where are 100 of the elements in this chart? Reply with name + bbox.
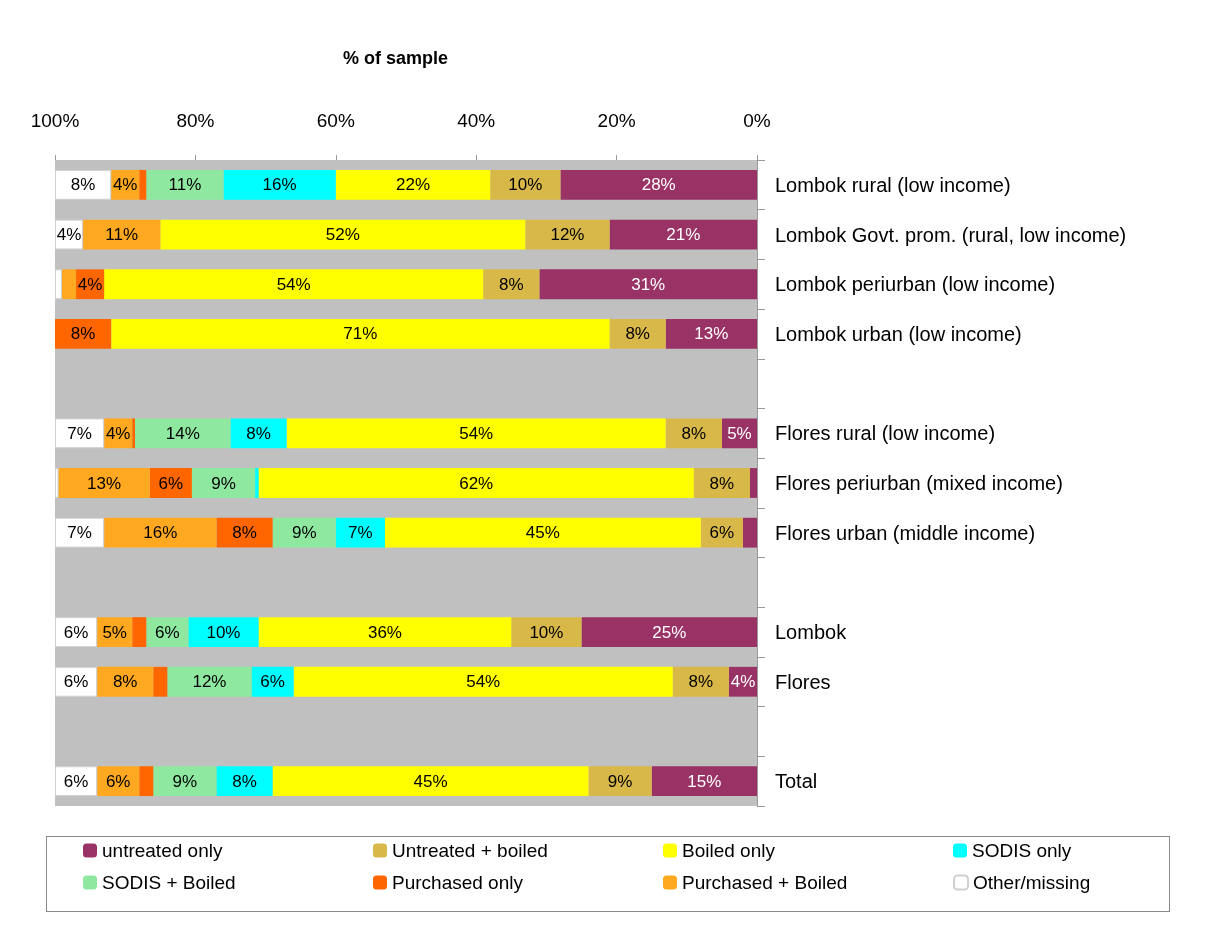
data-label: 6%: [709, 523, 735, 543]
data-label: 6%: [155, 622, 180, 642]
legend-label: Boiled only: [682, 840, 776, 861]
x-tick-label: 0%: [743, 110, 771, 131]
y-tick-label: Flores: [775, 670, 831, 693]
y-tick-label: Lombok periurban (low income): [775, 273, 1056, 296]
legend-label: SODIS only: [972, 840, 1072, 861]
data-label: 10%: [508, 175, 543, 195]
bar: [104, 517, 217, 548]
bar: [255, 468, 259, 498]
chart-title: % of sample: [343, 48, 449, 68]
bar: [539, 269, 757, 300]
bar: [191, 468, 256, 498]
bar: [560, 169, 757, 200]
data-label: 9%: [607, 771, 633, 791]
data-label: 15%: [687, 771, 722, 791]
bar: [384, 517, 701, 548]
data-label: 54%: [466, 672, 501, 692]
bar: [153, 666, 168, 697]
x-tick-label: 100%: [30, 110, 80, 131]
bar: [104, 269, 484, 300]
y-tick-label: Flores rural (low income): [775, 422, 996, 445]
data-label: 6%: [260, 672, 285, 692]
data-label: 4%: [77, 274, 103, 294]
bar: [216, 766, 273, 797]
data-label: 8%: [70, 175, 96, 195]
legend-label: untreated only: [102, 840, 223, 861]
y-tick-label: Flores periurban (mixed income): [775, 472, 1063, 494]
data-label: 8%: [625, 324, 650, 344]
data-label: 7%: [67, 523, 92, 543]
data-label: 12%: [192, 672, 227, 692]
data-label: 21%: [666, 225, 701, 245]
data-label: 6%: [63, 771, 89, 791]
data-label: 62%: [459, 473, 494, 493]
bar: [55, 418, 105, 449]
data-label: 45%: [413, 771, 448, 791]
legend-label: Other/missing: [973, 872, 1091, 893]
bar: [651, 766, 757, 797]
data-label: 14%: [165, 423, 200, 443]
data-label: 71%: [343, 324, 378, 344]
x-tick-label: 40%: [457, 110, 496, 131]
data-label: 6%: [105, 771, 131, 791]
data-label: 54%: [276, 274, 311, 294]
data-label: 8%: [499, 274, 524, 294]
x-tick-label: 60%: [316, 110, 355, 131]
data-label: 8%: [246, 423, 271, 443]
bar: [230, 418, 287, 449]
bar: [335, 169, 491, 200]
data-label: 6%: [63, 672, 89, 692]
bar: [111, 319, 610, 349]
data-label: 7%: [67, 423, 92, 443]
bar: [146, 169, 224, 200]
bar: [135, 418, 231, 449]
data-label: 6%: [158, 473, 184, 493]
y-tick-label: Lombok: [775, 621, 848, 644]
legend-label: SODIS + Boiled: [102, 872, 236, 893]
y-tick-label: Lombok Govt. prom. (rural, low income): [775, 223, 1127, 246]
data-label: 10%: [206, 622, 241, 642]
bar: [749, 468, 757, 498]
y-tick-label: Flores urban (middle income): [775, 521, 1036, 544]
legend-label: Untreated + boiled: [392, 840, 548, 861]
data-label: 13%: [87, 473, 122, 493]
bar: [293, 666, 673, 697]
data-label: 8%: [681, 423, 707, 443]
bar: [55, 468, 59, 498]
data-label: 5%: [727, 423, 752, 443]
bar: [286, 418, 666, 449]
bar: [335, 517, 385, 548]
data-label: 16%: [262, 175, 297, 195]
data-label: 28%: [641, 175, 676, 195]
bar: [160, 219, 526, 250]
data-label: 25%: [652, 622, 687, 642]
data-label: 4%: [112, 175, 138, 195]
data-label: 4%: [105, 423, 131, 443]
bar: [132, 617, 147, 647]
data-label: 10%: [529, 622, 564, 642]
bar: [609, 219, 757, 250]
x-tick-label: 20%: [597, 110, 636, 131]
bar: [132, 418, 136, 449]
bar: [139, 766, 154, 797]
data-label: 31%: [631, 274, 666, 294]
data-label: 16%: [143, 523, 178, 543]
y-tick-label: Lombok urban (low income): [775, 322, 1022, 345]
data-label: 9%: [172, 771, 198, 791]
data-label: 8%: [70, 324, 96, 344]
data-label: 5%: [102, 622, 127, 642]
bar: [55, 517, 105, 548]
data-label: 11%: [168, 175, 202, 195]
data-label: 8%: [688, 672, 714, 692]
x-tick-label: 80%: [176, 110, 215, 131]
bar: [55, 269, 63, 300]
data-label: 12%: [550, 225, 585, 245]
bar: [665, 319, 757, 349]
data-label: 4%: [730, 672, 756, 692]
data-label: 11%: [105, 225, 139, 245]
data-label: 9%: [291, 523, 317, 543]
legend-label: Purchased + Boiled: [682, 872, 848, 893]
data-label: 45%: [525, 523, 560, 543]
bar: [588, 766, 652, 797]
y-tick-label: Lombok rural (low income): [775, 173, 1011, 196]
